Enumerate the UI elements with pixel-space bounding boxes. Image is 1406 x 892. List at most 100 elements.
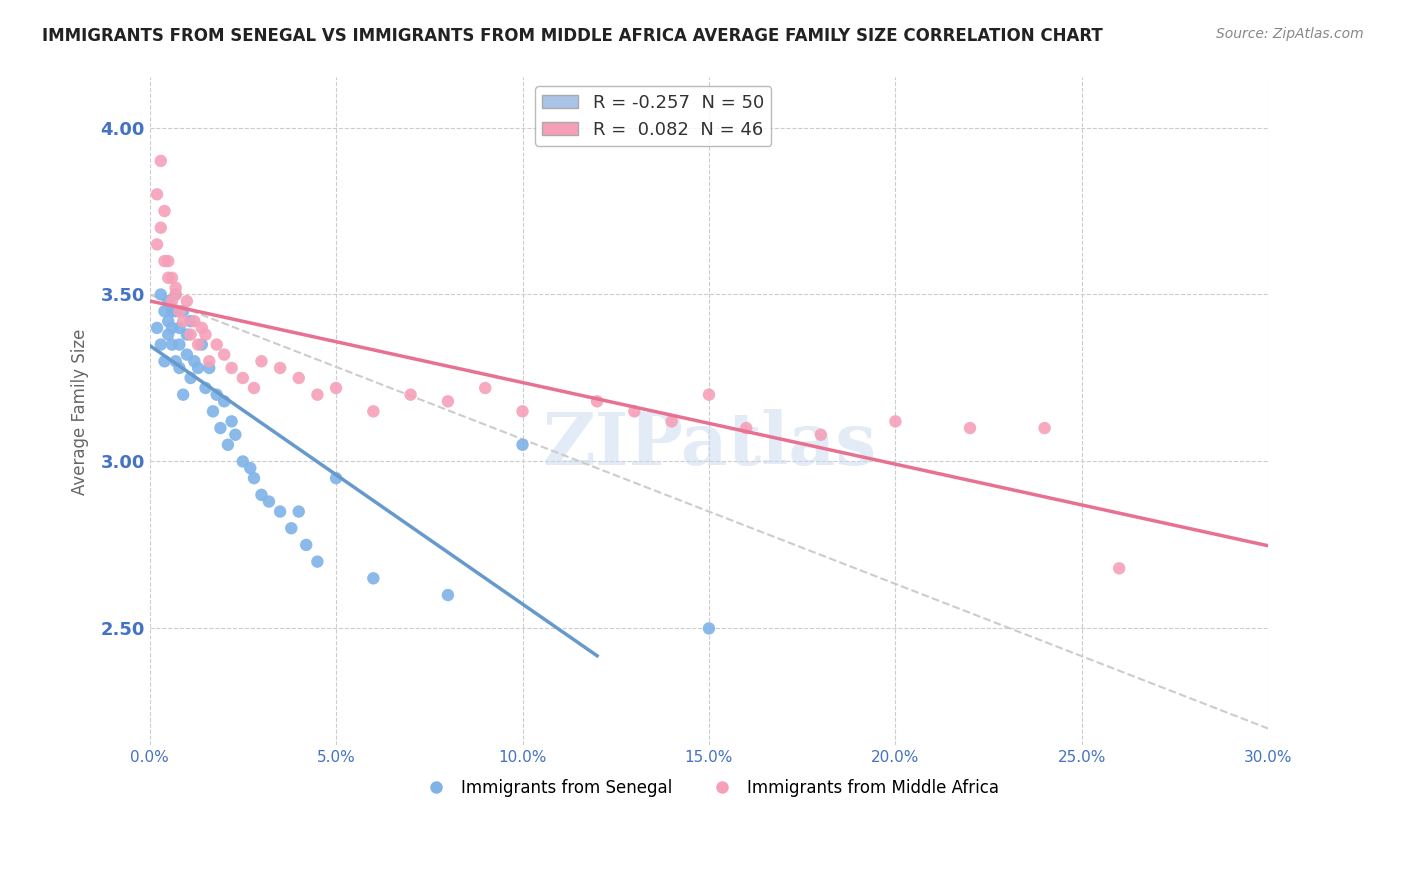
Point [512,404,534,418]
Point [224,427,246,442]
Point [153,204,176,219]
Point [169,337,191,351]
Point [212,348,235,362]
Point [165,304,187,318]
Text: ZIPatlas: ZIPatlas [541,409,876,480]
Y-axis label: Average Family Size: Average Family Size [72,328,89,494]
Point [169,304,191,318]
Point [209,421,232,435]
Point [221,414,243,428]
Point [1033,421,1056,435]
Text: Source: ZipAtlas.com: Source: ZipAtlas.com [1216,27,1364,41]
Point [250,488,273,502]
Point [183,314,205,328]
Point [149,337,172,351]
Point [884,414,907,428]
Point [363,404,385,418]
Point [191,337,214,351]
Point [146,321,169,335]
Point [287,504,309,518]
Point [149,287,172,301]
Point [180,371,202,385]
Point [194,327,217,342]
Point [295,538,318,552]
Point [153,354,176,368]
Point [180,314,202,328]
Point [160,270,183,285]
Point [257,494,280,508]
Point [146,237,169,252]
Point [269,361,291,376]
Point [437,588,460,602]
Point [153,304,176,318]
Point [160,294,183,309]
Point [165,354,187,368]
Point [959,421,981,435]
Point [198,361,221,376]
Point [180,327,202,342]
Point [191,321,214,335]
Point [172,387,194,401]
Point [735,421,758,435]
Point [243,471,266,485]
Point [661,414,683,428]
Point [160,304,183,318]
Point [176,294,198,309]
Point [198,354,221,368]
Point [146,187,169,202]
Point [172,314,194,328]
Point [149,153,172,168]
Point [169,321,191,335]
Point [157,270,180,285]
Legend: Immigrants from Senegal, Immigrants from Middle Africa: Immigrants from Senegal, Immigrants from… [412,772,1005,804]
Point [176,348,198,362]
Point [165,287,187,301]
Point [697,622,720,636]
Point [586,394,609,409]
Point [160,337,183,351]
Point [269,504,291,518]
Point [169,361,191,376]
Point [243,381,266,395]
Point [205,387,228,401]
Point [250,354,273,368]
Point [172,304,194,318]
Point [810,427,832,442]
Point [157,314,180,328]
Point [187,337,209,351]
Point [474,381,496,395]
Point [157,327,180,342]
Point [217,438,239,452]
Point [232,371,254,385]
Point [157,254,180,268]
Point [194,381,217,395]
Point [187,361,209,376]
Point [623,404,645,418]
Point [183,354,205,368]
Point [232,454,254,468]
Point [201,404,224,418]
Point [512,438,534,452]
Point [287,371,309,385]
Point [239,461,262,475]
Point [205,337,228,351]
Point [165,287,187,301]
Point [280,521,302,535]
Point [157,294,180,309]
Point [176,327,198,342]
Point [307,555,329,569]
Point [160,321,183,335]
Point [221,361,243,376]
Point [399,387,422,401]
Point [165,281,187,295]
Point [307,387,329,401]
Point [325,381,347,395]
Point [697,387,720,401]
Point [149,220,172,235]
Point [437,394,460,409]
Point [325,471,347,485]
Text: IMMIGRANTS FROM SENEGAL VS IMMIGRANTS FROM MIDDLE AFRICA AVERAGE FAMILY SIZE COR: IMMIGRANTS FROM SENEGAL VS IMMIGRANTS FR… [42,27,1102,45]
Point [1108,561,1130,575]
Point [363,571,385,585]
Point [212,394,235,409]
